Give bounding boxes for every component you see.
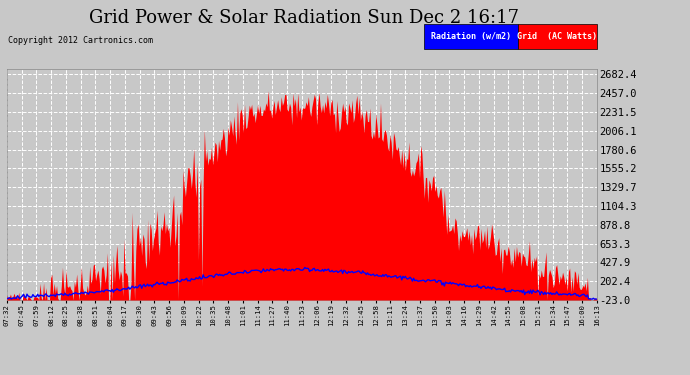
Text: Grid  (AC Watts): Grid (AC Watts): [518, 32, 597, 41]
Text: Grid Power & Solar Radiation Sun Dec 2 16:17: Grid Power & Solar Radiation Sun Dec 2 1…: [88, 9, 519, 27]
Text: Copyright 2012 Cartronics.com: Copyright 2012 Cartronics.com: [8, 36, 153, 45]
Text: Radiation (w/m2): Radiation (w/m2): [431, 32, 511, 41]
